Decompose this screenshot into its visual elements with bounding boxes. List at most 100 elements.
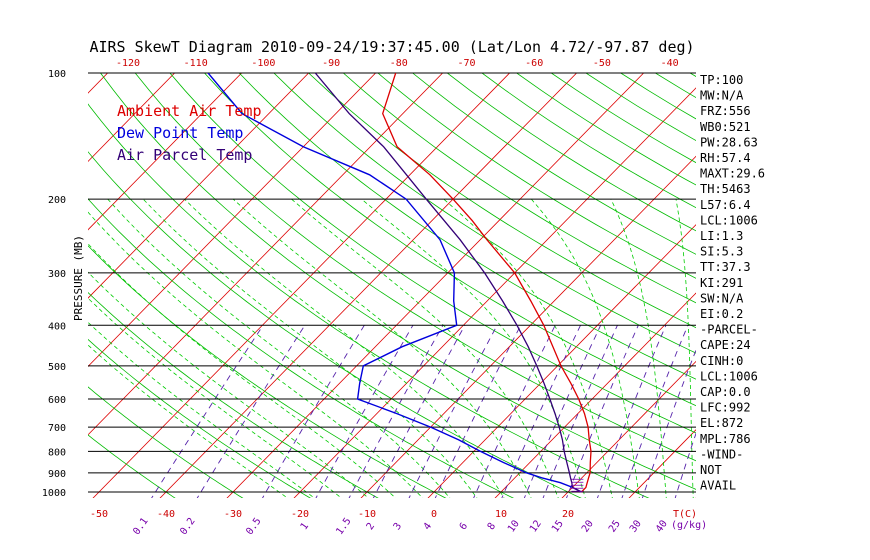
index-label: TP:100: [700, 73, 743, 87]
legend-entry: Dew Point Temp: [117, 124, 243, 142]
index-label: LCL:1006: [700, 369, 758, 383]
dry-adiabat-line: [308, 73, 696, 329]
legend: Ambient Air Temp Dew Point Temp Air Parcel…: [117, 102, 262, 164]
index-label: TH:5463: [700, 182, 751, 196]
dry-adiabat-line: [238, 73, 696, 380]
pressure-label-300: 300: [48, 269, 66, 280]
dry-adiabat-line: [88, 198, 515, 498]
mixing-ratio-line: [262, 325, 365, 498]
dry-adiabat-line: [169, 73, 696, 434]
isotherm-line: [88, 73, 243, 231]
top-tick-label: -100: [251, 58, 275, 69]
x-unit-label: T(C): [673, 509, 697, 520]
mixing-ratio-tick-label: 6: [458, 521, 470, 532]
isotherm-line: [88, 73, 377, 368]
top-tick-label: -60: [525, 58, 543, 69]
moist-adiabat-line: [530, 198, 640, 498]
mixing-ratio-tick-label: 4: [422, 521, 434, 532]
moist-adiabat-line: [107, 198, 451, 498]
dry-adiabat-line: [203, 73, 696, 407]
dry-adiabat-line: [88, 151, 582, 498]
mixing-ratio-tick-label: 30: [628, 518, 644, 534]
index-label: PW:28.63: [700, 135, 758, 149]
mixing-ratio-line: [408, 325, 498, 498]
pressure-label-400: 400: [48, 321, 66, 332]
index-label: RH:57.4: [700, 151, 751, 165]
pressure-label-600: 600: [48, 395, 66, 406]
mixing-ratio-tick-label: 15: [550, 518, 566, 534]
mixing-ratio-tick-label: 20: [580, 518, 596, 534]
isotherm-line: [760, 54, 870, 501]
pressure-label-900: 900: [48, 469, 66, 480]
isotherm-line: [226, 73, 645, 498]
index-label: WB0:521: [700, 120, 751, 134]
isotherm-line: [427, 224, 696, 498]
moist-adiabat-line: [184, 198, 505, 498]
isotherm-line: [88, 73, 176, 162]
isotherm-line: [360, 155, 696, 498]
mixing-ratio-line: [542, 325, 618, 498]
mixing-ratio-tick-label: 2: [365, 521, 377, 532]
bottom-temperature-ticks: -50 -40 -30 -20 -10 0 10 20: [90, 509, 574, 520]
index-label: EL:872: [700, 416, 743, 430]
dry-adiabat-line: [411, 73, 696, 255]
index-label: TT:37.3: [700, 260, 751, 274]
moist-adiabat-line: [88, 321, 315, 498]
index-label: MAXT:29.6: [700, 167, 765, 181]
index-label: LI:1.3: [700, 229, 743, 243]
mixing-ratio-line: [434, 325, 522, 498]
top-tick-label: -110: [184, 58, 208, 69]
dry-adiabat-line: [516, 73, 696, 186]
index-label: L57:6.4: [700, 198, 751, 212]
index-label: AVAIL: [700, 479, 736, 493]
mixing-ratio-line: [596, 325, 667, 498]
mixing-ratio-tick-label: 12: [528, 518, 544, 534]
dry-adiabat-grid: [88, 54, 870, 501]
dry-adiabat-line: [861, 54, 870, 501]
index-label: MW:N/A: [700, 89, 744, 103]
top-tick-label: -40: [661, 58, 679, 69]
mixing-ratio-tick-label: 0.5: [244, 516, 263, 537]
moist-adiabat-line: [232, 198, 532, 498]
index-label: -WIND-: [700, 447, 743, 461]
isotherm-line: [159, 73, 578, 498]
moist-adiabat-line: [88, 271, 369, 498]
mixing-ratio-tick-label: 1: [299, 521, 311, 532]
top-tick-label: -90: [322, 58, 340, 69]
chart-title: AIRS SkewT Diagram 2010-09-24/19:37:45.0…: [89, 38, 694, 56]
pressure-tick-labels: 1000 900 800 700 600 500 400 300 200 100: [42, 69, 66, 499]
moist-adiabat-line: [291, 198, 559, 498]
index-label: CAPE:24: [700, 338, 751, 352]
dry-adiabat-line: [88, 338, 311, 498]
bottom-tick-label: -40: [157, 509, 175, 520]
dry-adiabat-line: [760, 54, 870, 501]
mixing-ratio-tick-label: 3: [392, 521, 404, 532]
mixing-ratio-tick-label: 10: [506, 518, 522, 534]
moist-adiabat-line: [675, 199, 694, 498]
mixing-ratio-tick-label: 1.5: [334, 516, 353, 537]
surface-hatch-mark: [571, 478, 584, 492]
dry-adiabat-line: [342, 73, 696, 304]
isotherm-line: [88, 73, 444, 436]
dry-adiabat-line: [377, 73, 696, 279]
isotherm-line: [88, 73, 310, 299]
mixing-ratio-tick-label: 25: [607, 518, 623, 534]
mixing-ratio-line: [501, 325, 581, 498]
moist-adiabat-line: [443, 198, 613, 498]
bottom-tick-label: 20: [562, 509, 574, 520]
dry-adiabat-line: [100, 73, 696, 490]
pressure-label-700: 700: [48, 423, 66, 434]
mixing-ratio-line: [473, 325, 556, 498]
mixing-ratio-tick-label: 8: [486, 521, 498, 532]
profile-air-parcel-temp: [314, 73, 582, 493]
isotherm-line: [293, 87, 696, 498]
index-label: KI:291: [700, 276, 743, 290]
mixing-ratio-line: [196, 325, 306, 498]
profile-ambient-air-temp: [382, 73, 592, 493]
y-axis-label: PRESSURE (MB): [72, 235, 85, 321]
pressure-label-500: 500: [48, 362, 66, 373]
dry-adiabat-line: [88, 292, 379, 498]
isotherm-line: [561, 360, 696, 498]
top-temperature-ticks: -120 -110 -100 -90 -80 -70 -60 -50 -40: [116, 58, 679, 69]
